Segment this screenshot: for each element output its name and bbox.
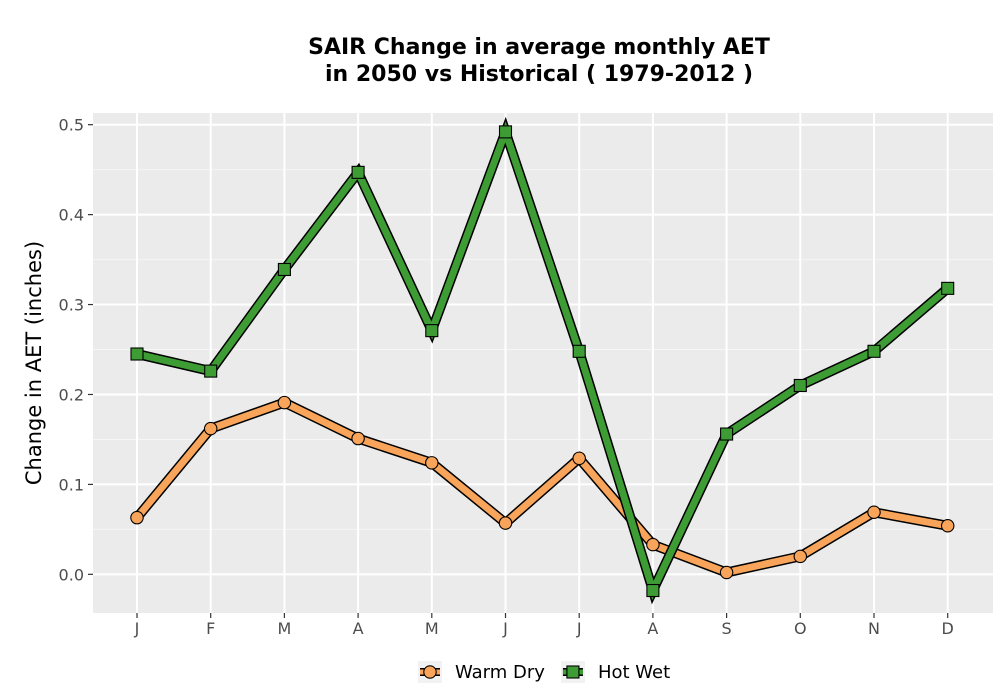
data-point-2 [277, 262, 291, 277]
x-tick-label: J [576, 619, 582, 638]
legend: Warm Dry Hot Wet [418, 661, 670, 683]
series-line-2 [136, 121, 950, 601]
data-point-1 [572, 451, 586, 466]
series-lines [133, 116, 951, 605]
x-tick-label: M [277, 619, 291, 638]
x-tick-label: M [425, 619, 439, 638]
legend-marker-circle [423, 665, 437, 679]
y-tick-label: 0.1 [59, 475, 84, 494]
data-point-2 [646, 583, 660, 598]
data-point-1 [130, 510, 144, 525]
legend-key-1 [418, 661, 442, 683]
x-tick-label: D [942, 619, 954, 638]
data-point-1 [425, 456, 439, 470]
x-tick-label: J [502, 619, 508, 638]
data-point-2 [793, 378, 807, 393]
x-tick-label: N [868, 619, 880, 638]
data-point-2 [572, 344, 586, 358]
legend-marker-square [566, 665, 580, 679]
data-point-2 [867, 344, 881, 358]
data-point-1 [203, 421, 218, 436]
x-tick-label: A [353, 619, 364, 638]
legend-key-2 [560, 661, 585, 683]
y-tick-label: 0.0 [59, 565, 84, 584]
data-point-1 [498, 516, 513, 530]
series-points [130, 125, 955, 598]
grid-major [93, 113, 993, 613]
data-point-1 [351, 431, 365, 446]
data-point-2 [720, 427, 734, 441]
legend-label-1: Warm Dry [455, 662, 545, 683]
data-point-2 [204, 364, 218, 378]
y-tick-label: 0.2 [59, 385, 84, 404]
data-point-1 [277, 395, 292, 410]
data-point-1 [646, 537, 660, 552]
y-tick-label: 0.3 [59, 296, 84, 315]
data-point-1 [940, 519, 955, 533]
y-axis-label: Change in AET (inches) [22, 241, 46, 485]
y-axis: 0.0 0.1 0.2 0.3 0.4 0.5 [59, 116, 93, 584]
data-point-2 [941, 281, 955, 295]
data-point-2 [425, 324, 439, 338]
legend-label-2: Hot Wet [598, 662, 670, 683]
x-tick-label: J [134, 619, 140, 638]
x-tick-label: O [794, 619, 807, 638]
x-tick-label: A [647, 619, 658, 638]
y-tick-label: 0.5 [59, 116, 84, 135]
x-tick-label: F [206, 619, 215, 638]
y-tick-label: 0.4 [59, 206, 84, 225]
chart-title-line-1: SAIR Change in average monthly AET [308, 35, 770, 60]
data-point-2 [130, 347, 144, 361]
data-point-2 [351, 165, 365, 179]
data-point-1 [793, 549, 808, 564]
x-tick-label: S [722, 619, 732, 638]
data-point-1 [719, 565, 734, 580]
data-point-2 [498, 125, 513, 139]
data-point-1 [867, 505, 881, 520]
series-line-1 [134, 398, 949, 577]
chart-title-line-2: in 2050 vs Historical ( 1979-2012 ) [325, 62, 753, 87]
